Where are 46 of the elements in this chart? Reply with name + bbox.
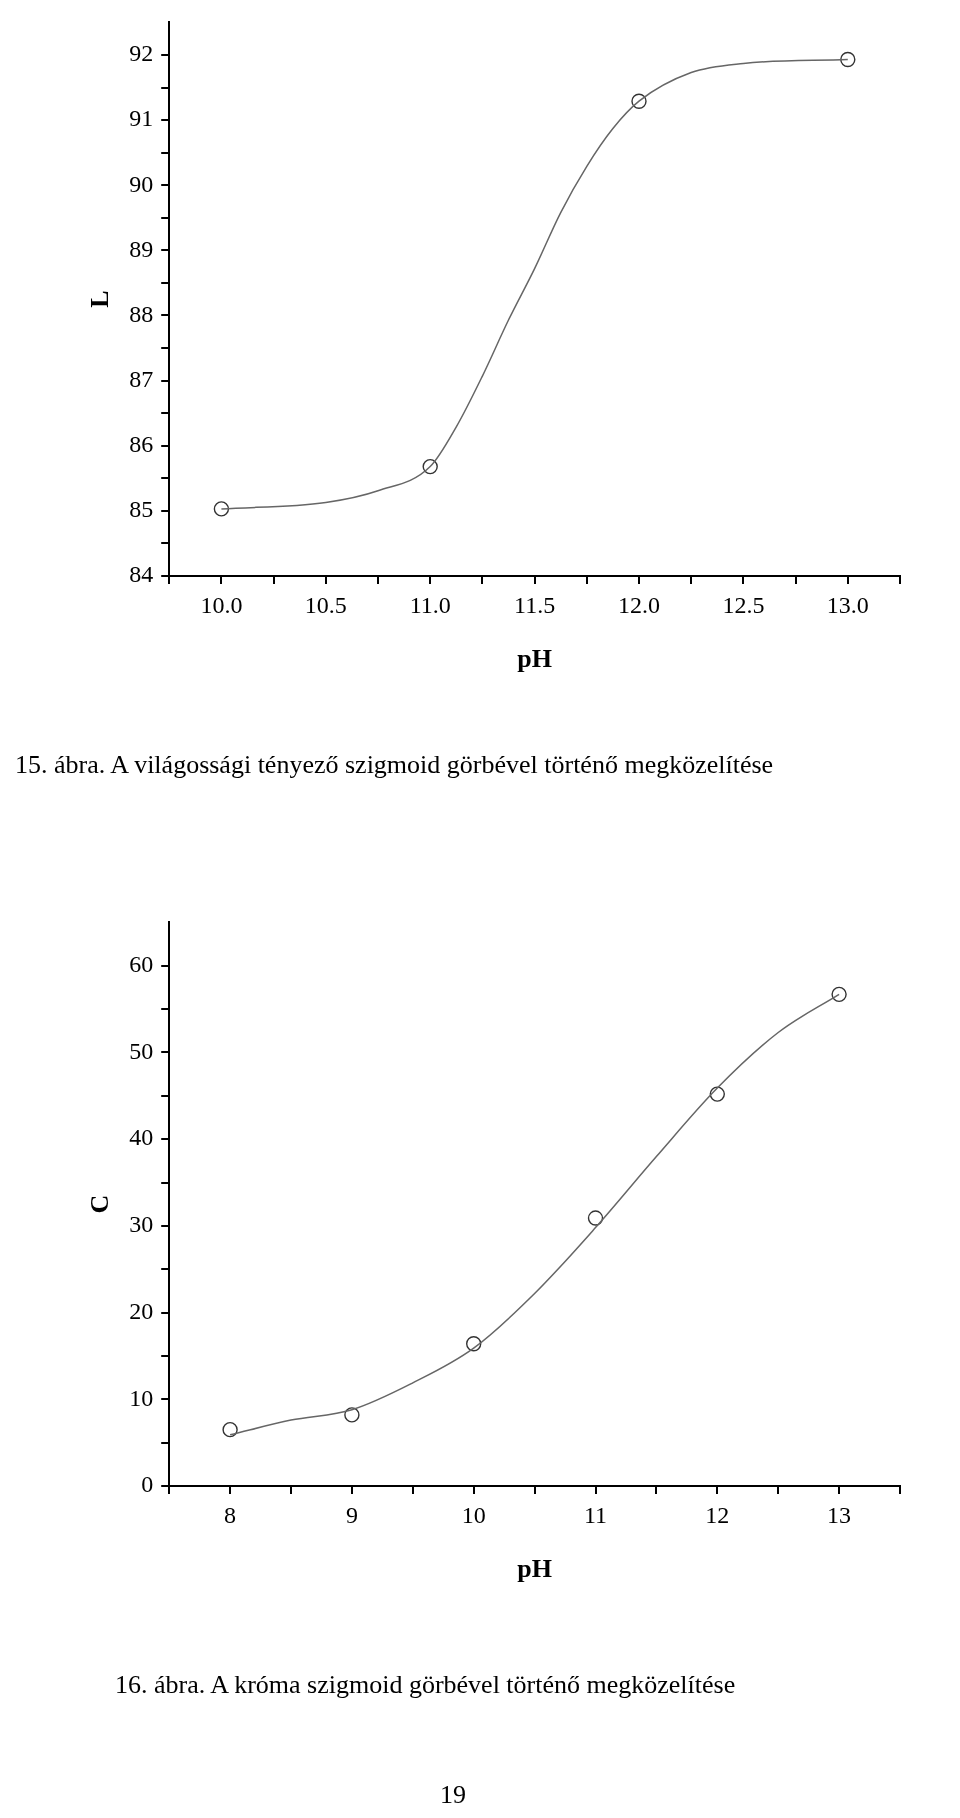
- x-tick-label: 12.0: [618, 591, 660, 618]
- x-tick-label: 10.5: [304, 591, 347, 618]
- text: 16. ábra. A króma szigmoid görbével történő megközelítése: [114, 1670, 737, 1700]
- point: [840, 51, 856, 68]
- y-tick-label: 85: [129, 496, 154, 523]
- y-tick-label: 10: [129, 1384, 154, 1411]
- point: [213, 501, 230, 517]
- y-tick-label: 60: [129, 951, 154, 978]
- point: [631, 93, 647, 109]
- point: [587, 1210, 604, 1226]
- x-tick-label: 10: [461, 1501, 486, 1528]
- y-tick-label: 86: [129, 431, 154, 458]
- x-tick-label: 11: [583, 1501, 608, 1528]
- y-tick-label: 89: [129, 235, 154, 262]
- y-tick-label: 0: [141, 1471, 154, 1498]
- y-tick-label: 87: [129, 365, 154, 392]
- text: 15. ábra. A világossági tényező szigmoid görbével történő megközelítése: [14, 750, 775, 780]
- y-axis-title: C: [85, 1194, 115, 1214]
- y-tick-label: 91: [129, 105, 154, 132]
- x-tick-label: 13: [827, 1501, 852, 1528]
- x-tick-label: 12: [705, 1501, 730, 1528]
- y-tick-label: 20: [129, 1297, 154, 1324]
- y-axis-title: L: [85, 290, 115, 308]
- text: 19: [439, 1780, 467, 1810]
- x-tick-label: 8: [224, 1501, 237, 1528]
- point: [466, 1336, 482, 1352]
- x-tick-label: 12.5: [722, 591, 765, 618]
- y-tick-label: 88: [129, 300, 154, 327]
- x-tick-label: 10.0: [200, 591, 243, 618]
- x-tick-label: 9: [345, 1501, 358, 1528]
- point: [222, 1421, 238, 1438]
- point: [831, 986, 847, 1003]
- x-tick-label: 13.0: [826, 591, 869, 618]
- point: [709, 1086, 725, 1102]
- point: [344, 1407, 360, 1423]
- y-tick-label: 84: [129, 561, 154, 588]
- x-axis-title: pH: [517, 644, 552, 674]
- x-axis-title: pH: [517, 1554, 552, 1584]
- point: [422, 458, 438, 475]
- y-tick-label: 92: [129, 40, 154, 67]
- y-tick-label: 90: [129, 170, 154, 197]
- y-tick-label: 40: [129, 1124, 154, 1151]
- y-tick-label: 50: [129, 1037, 154, 1064]
- x-tick-label: 11.5: [514, 591, 556, 618]
- x-tick-label: 11.0: [409, 591, 451, 618]
- y-tick-label: 30: [129, 1211, 154, 1238]
